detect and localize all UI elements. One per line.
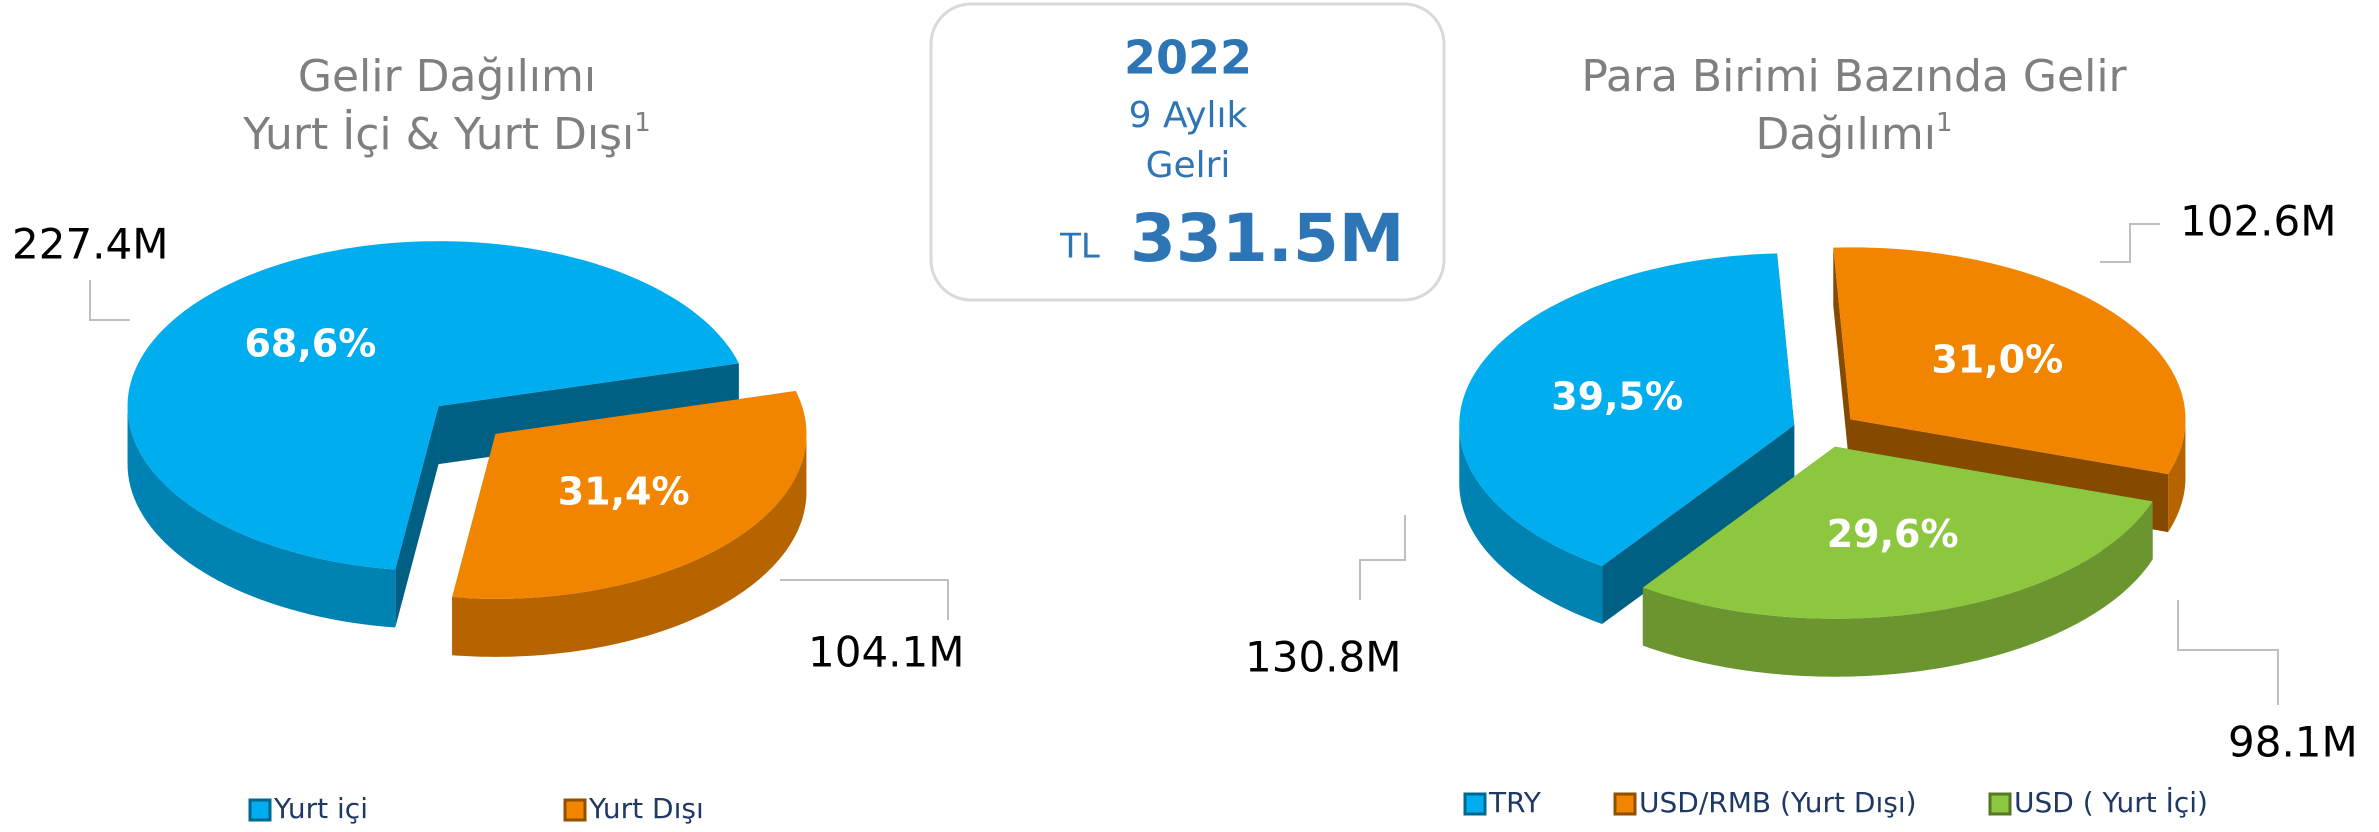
slice [1642, 446, 2153, 677]
slice-top [1459, 253, 1795, 567]
summary-box [929, 2, 1446, 302]
slice-side [1459, 423, 1603, 625]
slice-wall [1833, 247, 1851, 478]
amount-label: 102.6M [2180, 197, 2336, 246]
leader-line [1359, 515, 1406, 600]
summary-currency: TL [1059, 227, 1100, 267]
leader-line [780, 579, 949, 620]
amount-label: 227.4M [12, 220, 168, 269]
summary-total: 331.5M [1130, 200, 1404, 277]
slice-wall [1602, 425, 1795, 625]
slice-top [1833, 247, 2186, 475]
legend-label: Yurt içi [273, 792, 368, 825]
leader-line [89, 280, 130, 321]
legend-label: Yurt Dışı [588, 792, 704, 825]
legend-label: USD ( Yurt İçi) [2014, 786, 2208, 819]
legend-label: TRY [1488, 786, 1542, 819]
chart-title: Yurt İçi & Yurt Dışı1 [242, 108, 651, 161]
slice [1459, 253, 1795, 625]
amount-label: 104.1M [808, 628, 964, 677]
leader-line [2177, 600, 2279, 705]
data-label: 31,0% [1931, 338, 2063, 382]
title-note: 1 [634, 108, 651, 138]
slice-top [1642, 446, 2153, 619]
chart-title: Gelir Dağılımı [298, 51, 596, 102]
slice [452, 391, 807, 657]
amount-label: 98.1M [2228, 718, 2358, 767]
slice-side [1642, 501, 2153, 677]
amount-label: 130.8M [1245, 633, 1401, 682]
leader-line [2100, 223, 2160, 263]
summary-year: 2022 [1124, 31, 1252, 85]
data-label: 31,4% [558, 469, 690, 513]
slice-top [452, 391, 807, 599]
slice-side [452, 431, 807, 657]
slice-side [2168, 416, 2186, 533]
legend-swatch [563, 798, 587, 822]
chart-title-line: Para Birimi Bazında Gelir [1581, 51, 2127, 102]
data-label: 68,6% [244, 322, 376, 366]
slice-side [127, 405, 396, 628]
legend-swatch [1988, 792, 2012, 816]
summary-line: 9 Aylık [1129, 95, 1248, 136]
legend-swatch [1613, 792, 1637, 816]
chart-title: Dağılımı1 [1755, 108, 1952, 161]
data-label: 29,6% [1827, 512, 1959, 556]
legend-swatch [248, 798, 272, 822]
data-label: 39,5% [1551, 375, 1683, 419]
slice-top [127, 241, 739, 570]
chart-title-line: Yurt İçi & Yurt Dışı [242, 108, 634, 160]
chart-title-line: Dağılımı [1755, 109, 1936, 160]
summary-line: Gelri [1146, 145, 1231, 186]
slice-wall [395, 406, 439, 628]
chart-title: Para Birimi Bazında Gelir [1581, 51, 2127, 102]
legend-swatch [1463, 792, 1487, 816]
chart-title-line: Gelir Dağılımı [298, 51, 596, 102]
title-note: 1 [1936, 108, 1953, 138]
legend-label: USD/RMB (Yurt Dışı) [1639, 786, 1917, 819]
